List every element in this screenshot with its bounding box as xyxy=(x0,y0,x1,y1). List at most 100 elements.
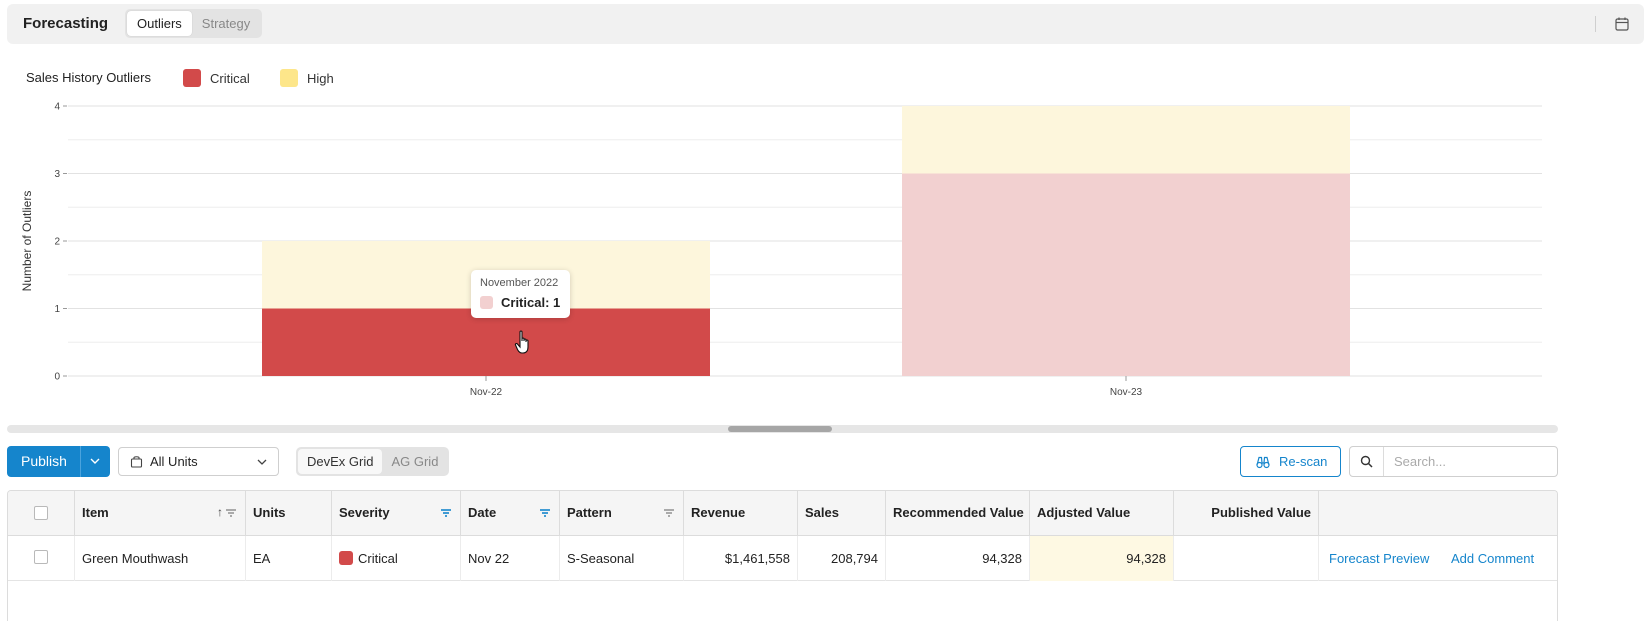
bar-high-nov-23 xyxy=(902,106,1350,174)
rescan-label: Re-scan xyxy=(1279,454,1328,469)
chevron-down-icon xyxy=(257,459,267,465)
cell-pattern-text: S-Seasonal xyxy=(567,551,635,566)
search-input[interactable] xyxy=(1386,450,1551,473)
column-header-severity[interactable]: Severity xyxy=(332,491,461,536)
legend-item-high[interactable]: High xyxy=(280,69,334,87)
select-all-checkbox[interactable] xyxy=(34,506,48,520)
y-tick-label: 0 xyxy=(54,372,60,383)
binoculars-icon xyxy=(1256,456,1270,469)
header-divider xyxy=(1595,16,1596,32)
hand-cursor-icon xyxy=(514,330,529,354)
cell-severity: Critical xyxy=(332,536,461,581)
cell-pattern: S-Seasonal xyxy=(560,536,684,581)
bag-icon xyxy=(130,456,143,468)
cell-sales: 208,794 xyxy=(798,536,886,581)
tab-outliers[interactable]: Outliers xyxy=(127,11,192,36)
publish-divider xyxy=(80,446,81,477)
severity-critical-swatch xyxy=(339,551,353,565)
chart-scrollbar[interactable] xyxy=(7,425,1558,433)
cell-date: Nov 22 xyxy=(461,536,560,581)
chart-title: Sales History Outliers xyxy=(26,70,151,85)
column-header-adjusted-value[interactable]: Adjusted Value xyxy=(1030,491,1174,536)
table-row[interactable]: Green Mouthwash EA Critical Nov 22 S-Sea… xyxy=(8,536,1557,581)
y-tick-label: 4 xyxy=(54,102,60,113)
tab-devex-grid[interactable]: DevEx Grid xyxy=(298,449,383,474)
cell-item: Green Mouthwash xyxy=(75,536,246,581)
header-bar: Forecasting Outliers Strategy xyxy=(7,4,1644,44)
y-tick-label: 3 xyxy=(54,169,60,180)
search-icon xyxy=(1360,455,1373,468)
search-icon-wrap[interactable] xyxy=(1350,447,1384,476)
legend-swatch-critical xyxy=(183,69,201,87)
legend-label-critical: Critical xyxy=(210,70,250,86)
column-label-severity: Severity xyxy=(339,505,390,520)
sort-ascending-icon: ↑ xyxy=(217,505,223,519)
legend-label-high: High xyxy=(307,70,334,86)
column-label-sales: Sales xyxy=(805,505,839,520)
filter-icon[interactable] xyxy=(225,507,237,519)
column-header-pattern[interactable]: Pattern xyxy=(560,491,684,536)
rescan-button[interactable]: Re-scan xyxy=(1240,446,1341,477)
tooltip-value: Critical: 1 xyxy=(501,295,561,310)
bar-critical-nov-22 xyxy=(262,308,710,376)
cell-sales-text: 208,794 xyxy=(831,551,878,566)
add-comment-link[interactable]: Add Comment xyxy=(1451,551,1535,566)
chevron-down-icon[interactable] xyxy=(89,455,101,467)
outliers-chart: 0 1 2 3 4 Number of Outliers Nov-22 Nov-23 xyxy=(20,102,1542,398)
cell-date-text: Nov 22 xyxy=(468,551,510,566)
column-label-date: Date xyxy=(468,505,497,520)
cell-item-text: Green Mouthwash xyxy=(82,551,189,566)
bar-critical-nov-23 xyxy=(902,173,1350,376)
legend-swatch-high xyxy=(280,69,298,87)
cell-actions: Forecast Preview Add Comment xyxy=(1319,536,1557,581)
page-title: Forecasting xyxy=(23,15,109,32)
cell-published-value xyxy=(1174,536,1319,581)
cell-revenue: $1,461,558 xyxy=(684,536,798,581)
table-row[interactable] xyxy=(8,582,1557,621)
row-select-cell xyxy=(8,536,75,581)
calendar-icon[interactable] xyxy=(1614,16,1630,32)
cell-adjusted-value[interactable]: 94,328 xyxy=(1030,536,1174,581)
column-label-revenue: Revenue xyxy=(691,505,746,520)
forecast-preview-link[interactable]: Forecast Preview xyxy=(1329,551,1430,566)
filter-icon[interactable] xyxy=(663,507,675,519)
column-label-item: Item xyxy=(82,505,109,520)
view-tabs: Outliers Strategy xyxy=(125,9,263,38)
column-label-units: Units xyxy=(253,505,286,520)
grid-header: Item ↑ Units Severity Date xyxy=(8,491,1557,536)
cell-adjusted-text: 94,328 xyxy=(1126,551,1166,566)
column-label-recommended-value: Recommended Value xyxy=(893,505,1024,520)
filter-active-icon[interactable] xyxy=(440,507,452,519)
cell-recommended-value: 94,328 xyxy=(886,536,1030,581)
cell-revenue-text: $1,461,558 xyxy=(724,551,790,566)
scrollbar-thumb[interactable] xyxy=(728,426,832,432)
column-label-adjusted-value: Adjusted Value xyxy=(1037,505,1131,520)
filter-active-icon[interactable] xyxy=(539,507,551,519)
column-header-item[interactable]: Item ↑ xyxy=(75,491,246,536)
grid-type-toggle: DevEx Grid AG Grid xyxy=(296,447,450,476)
cell-units: EA xyxy=(246,536,332,581)
units-dropdown[interactable]: All Units xyxy=(118,447,279,476)
row-checkbox[interactable] xyxy=(34,550,48,564)
column-header-revenue[interactable]: Revenue xyxy=(684,491,798,536)
column-header-date[interactable]: Date xyxy=(461,491,560,536)
header-select-cell xyxy=(8,491,75,536)
y-axis-label: Number of Outliers xyxy=(20,191,34,292)
column-header-recommended-value[interactable]: Recommended Value xyxy=(886,491,1030,536)
y-tick-label: 1 xyxy=(54,304,60,315)
cell-recommended-text: 94,328 xyxy=(982,551,1022,566)
legend-item-critical[interactable]: Critical xyxy=(183,69,250,87)
chart-tooltip: November 2022 Critical: 1 xyxy=(471,270,570,318)
tab-strategy[interactable]: Strategy xyxy=(201,16,251,31)
publish-label: Publish xyxy=(21,453,67,469)
publish-button[interactable]: Publish xyxy=(7,446,110,477)
column-header-sales[interactable]: Sales xyxy=(798,491,886,536)
column-header-units[interactable]: Units xyxy=(246,491,332,536)
tab-ag-grid[interactable]: AG Grid xyxy=(391,454,439,469)
column-label-published-value: Published Value xyxy=(1211,505,1311,520)
y-tick-label: 2 xyxy=(54,237,60,248)
column-header-published-value[interactable]: Published Value xyxy=(1174,491,1319,536)
x-tick-label: Nov-23 xyxy=(1110,387,1143,398)
units-value: All Units xyxy=(150,454,198,469)
column-label-pattern: Pattern xyxy=(567,505,612,520)
